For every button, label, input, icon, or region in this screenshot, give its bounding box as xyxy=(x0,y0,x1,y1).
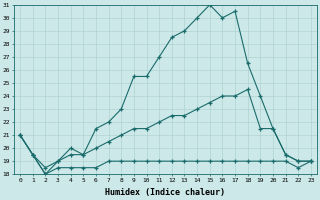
X-axis label: Humidex (Indice chaleur): Humidex (Indice chaleur) xyxy=(106,188,226,197)
